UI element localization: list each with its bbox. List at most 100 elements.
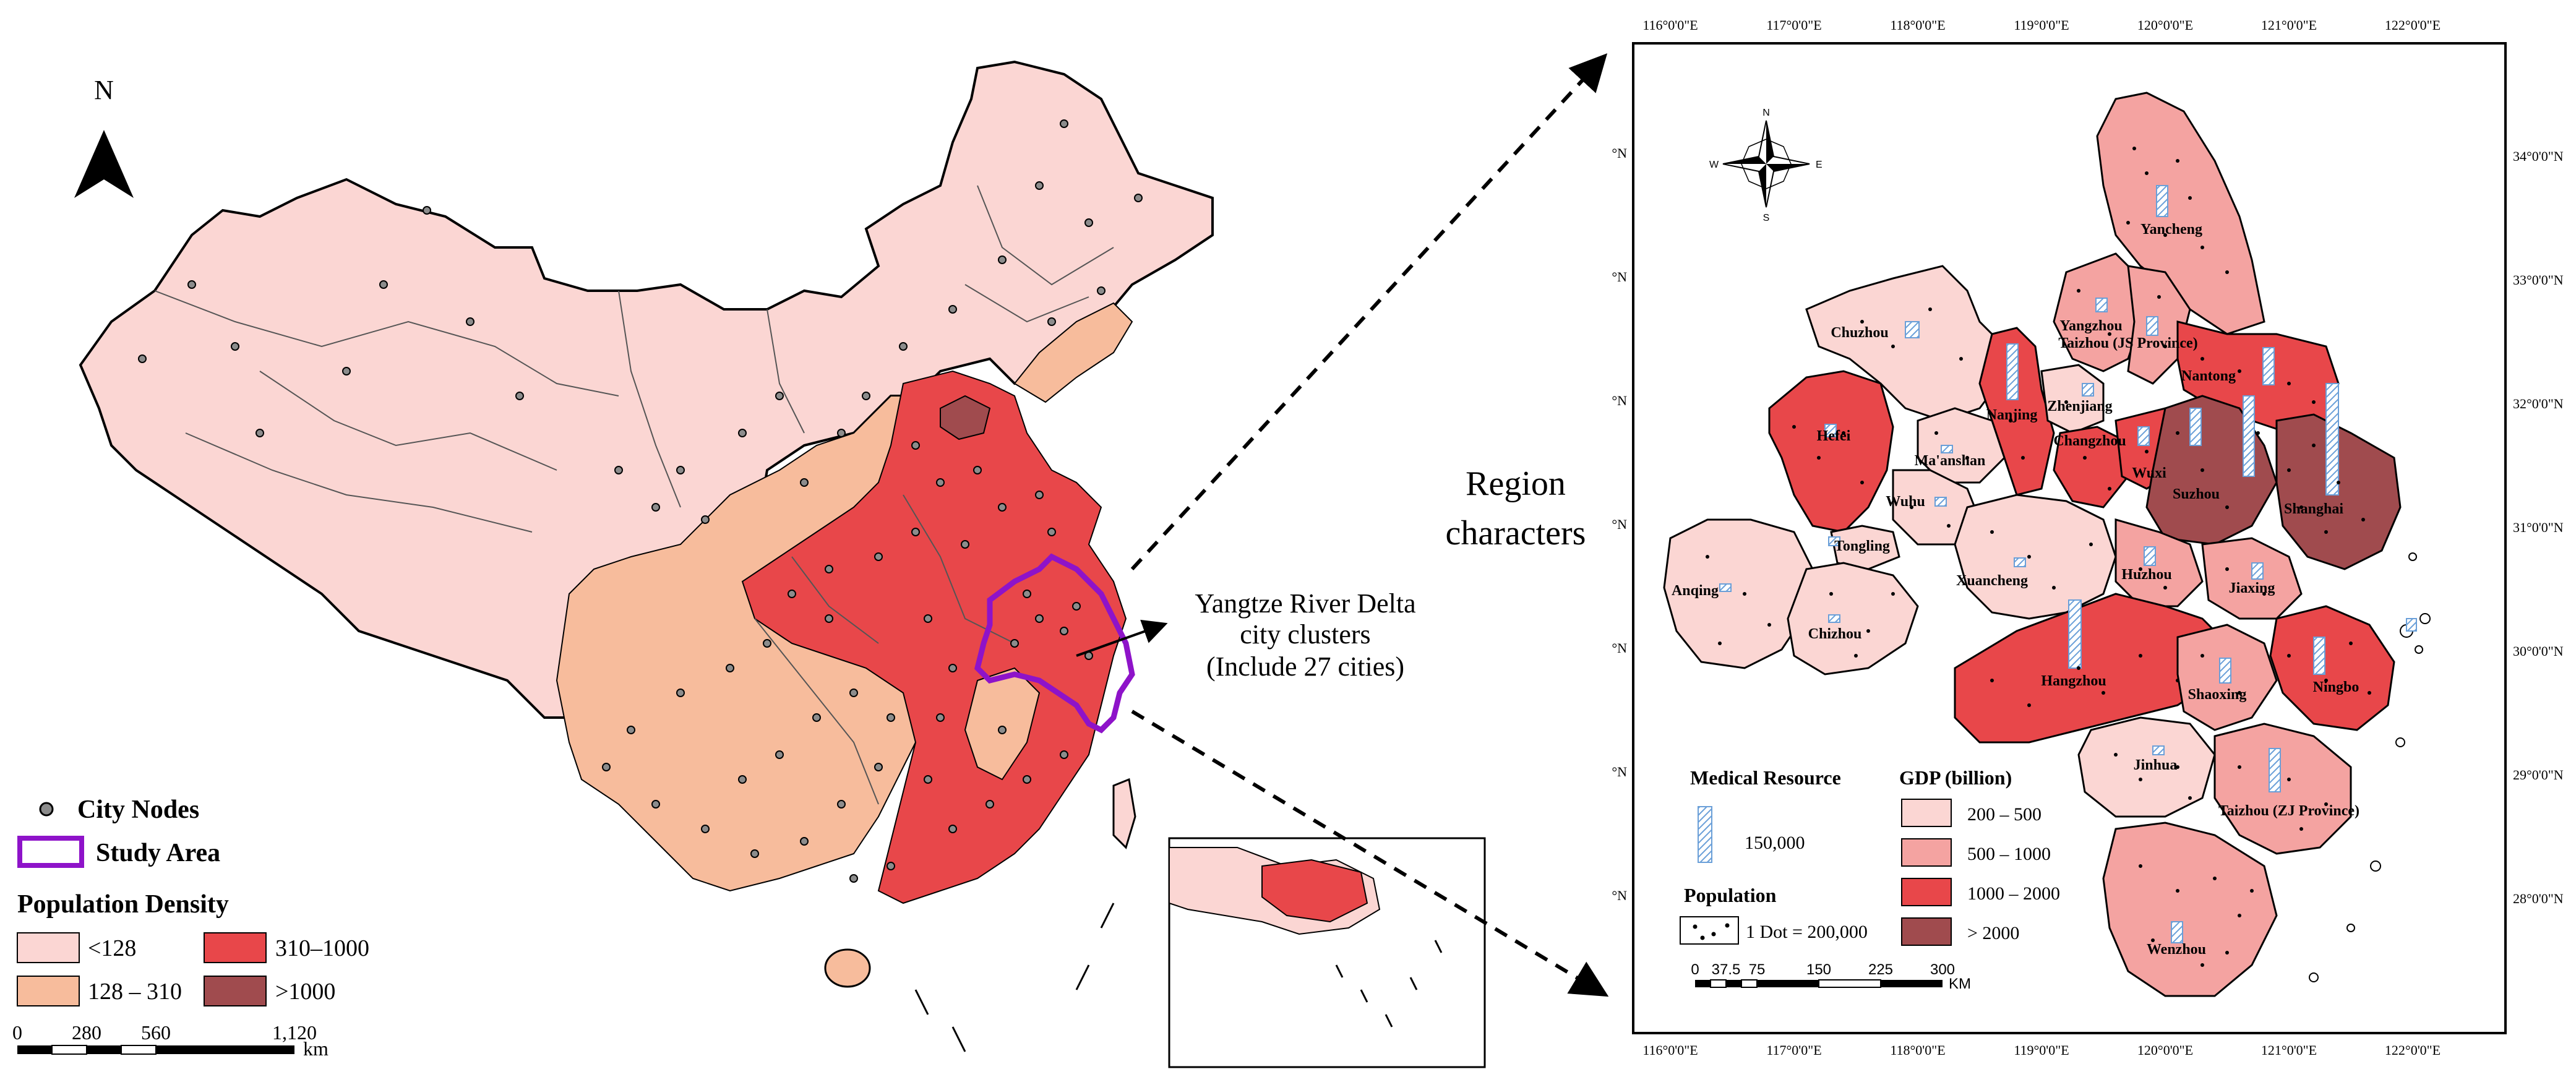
city-node: [1072, 602, 1081, 611]
city-node: [911, 528, 920, 536]
medical-bar: [2082, 383, 2094, 397]
region-huzhou: [2114, 518, 2204, 607]
lon-tick-119-bottom: 119°0'0"E: [2014, 1042, 2069, 1058]
medical-bar: [2144, 546, 2156, 566]
city-node: [738, 775, 747, 784]
lat-tick-28: 28°0'0"N: [2513, 891, 2564, 906]
city-node: [948, 664, 957, 672]
yrd-legend: Medical Resource 150,000 Population 1 Do…: [1680, 766, 2060, 946]
city-node: [701, 515, 710, 524]
legend-medical-value: 150,000: [1745, 833, 1805, 853]
lon-tick-122-bottom: 122°0'0"E: [2385, 1042, 2441, 1058]
city-node: [1134, 194, 1143, 202]
medical-bar: [2313, 637, 2325, 675]
city-node: [998, 503, 1007, 512]
city-node: [874, 763, 883, 771]
city-node: [1023, 590, 1031, 598]
lat-left-29: °N: [1612, 764, 1627, 779]
lon-tick-118-top: 118°0'0"E: [1890, 17, 1945, 33]
legend-swatch-gt1000: [204, 976, 267, 1006]
longitude-ticks: 116°0'0"E 117°0'0"E 118°0'0"E 119°0'0"E …: [1642, 17, 2441, 1058]
medical-bar: [2262, 347, 2275, 385]
lon-tick-117-bottom: 117°0'0"E: [1766, 1042, 1821, 1058]
lat-tick-31: 31°0'0"N: [2513, 520, 2564, 535]
city-node: [138, 354, 147, 363]
region-chizhou: [1787, 562, 1919, 676]
city-node: [750, 849, 759, 858]
china-low-density-region: [79, 60, 1214, 719]
city-node: [1060, 119, 1068, 128]
city-node: [849, 874, 858, 883]
legend-label-gt1000: >1000: [275, 979, 335, 1005]
yrd-scale-tick-300: 300: [1930, 961, 1955, 978]
city-node: [788, 590, 796, 598]
lat-left-28: °N: [1612, 888, 1627, 903]
compass-w: W: [1709, 160, 1719, 170]
city-node: [874, 552, 883, 561]
legend-population-symbol: [1680, 916, 1739, 945]
city-node: [998, 726, 1007, 734]
lon-tick-121-top: 121°0'0"E: [2261, 17, 2317, 33]
city-label-yancheng: Yancheng: [2140, 221, 2202, 238]
city-node: [936, 713, 945, 722]
city-label-zhenjiang: Zhenjiang: [2047, 398, 2112, 414]
city-node: [602, 763, 611, 771]
lon-tick-116-bottom: 116°0'0"E: [1642, 1042, 1698, 1058]
region-jinhua: [2077, 716, 2216, 818]
legend-gdp-label-2: 500 – 1000: [1967, 844, 2051, 864]
legend-density-title: Population Density: [17, 890, 229, 919]
left-scale-bar: 0 280 560 1,120 km: [12, 1021, 328, 1060]
city-node: [614, 466, 623, 474]
city-node: [763, 639, 771, 648]
region-xuancheng: [1954, 494, 2117, 620]
legend-gdp-label-4: > 2000: [1967, 923, 2019, 943]
medical-bar: [1828, 614, 1840, 623]
region-hefei: [1768, 370, 1894, 533]
city-node: [899, 342, 908, 351]
city-node-symbol: [39, 802, 54, 817]
compass-s: S: [1763, 213, 1770, 223]
medical-bar: [2014, 557, 2026, 567]
city-label-tongling: Tongling: [1834, 538, 1890, 554]
city-node: [837, 429, 846, 437]
yrd-scale-tick-150: 150: [1806, 961, 1831, 978]
lat-tick-33: 33°0'0"N: [2513, 272, 2564, 288]
lat-left-34: °N: [1612, 145, 1627, 161]
city-node: [676, 689, 685, 697]
region-characters-line-1: Region: [1466, 465, 1566, 503]
region-maanshan: [1917, 407, 2006, 484]
city-node: [911, 441, 920, 450]
lon-tick-122-top: 122°0'0"E: [2385, 17, 2441, 33]
medical-bar: [2146, 316, 2158, 336]
city-label-hangzhou: Hangzhou: [2041, 673, 2106, 689]
lon-tick-117-top: 117°0'0"E: [1766, 17, 1821, 33]
scale-tick-280: 280: [72, 1021, 101, 1044]
legend-study-area: Study Area: [96, 839, 220, 867]
city-node: [738, 429, 747, 437]
city-node: [701, 825, 710, 833]
sea-boundary-marks: [914, 903, 1115, 1052]
annotation-line-1: Yangtze River Delta: [1195, 588, 1415, 619]
city-node: [1047, 528, 1056, 536]
south-china-sea-inset: [1168, 837, 1486, 1068]
legend-gdp-swatch-2: [1901, 838, 1952, 867]
lat-tick-32: 32°0'0"N: [2513, 396, 2564, 411]
city-label-ningbo: Ningbo: [2313, 679, 2359, 695]
city-node: [800, 478, 809, 487]
city-node: [1047, 317, 1056, 326]
study-area-symbol: [17, 836, 84, 868]
city-nodes: [138, 119, 1143, 883]
city-node: [651, 503, 660, 512]
legend-population-value: 1 Dot = 200,000: [1746, 922, 1868, 942]
legend-gdp-title: GDP (billion): [1899, 766, 2012, 789]
city-node: [775, 392, 784, 400]
city-node: [651, 800, 660, 809]
city-node: [800, 837, 809, 846]
city-node: [1023, 775, 1031, 784]
city-label-changzhou: Changzhou: [2053, 433, 2126, 449]
city-node: [342, 367, 351, 375]
lat-tick-29: 29°0'0"N: [2513, 767, 2564, 783]
legend-gdp-swatch-1: [1901, 799, 1952, 827]
annotation-arrow: [1076, 619, 1168, 657]
medical-bar: [2006, 343, 2019, 400]
